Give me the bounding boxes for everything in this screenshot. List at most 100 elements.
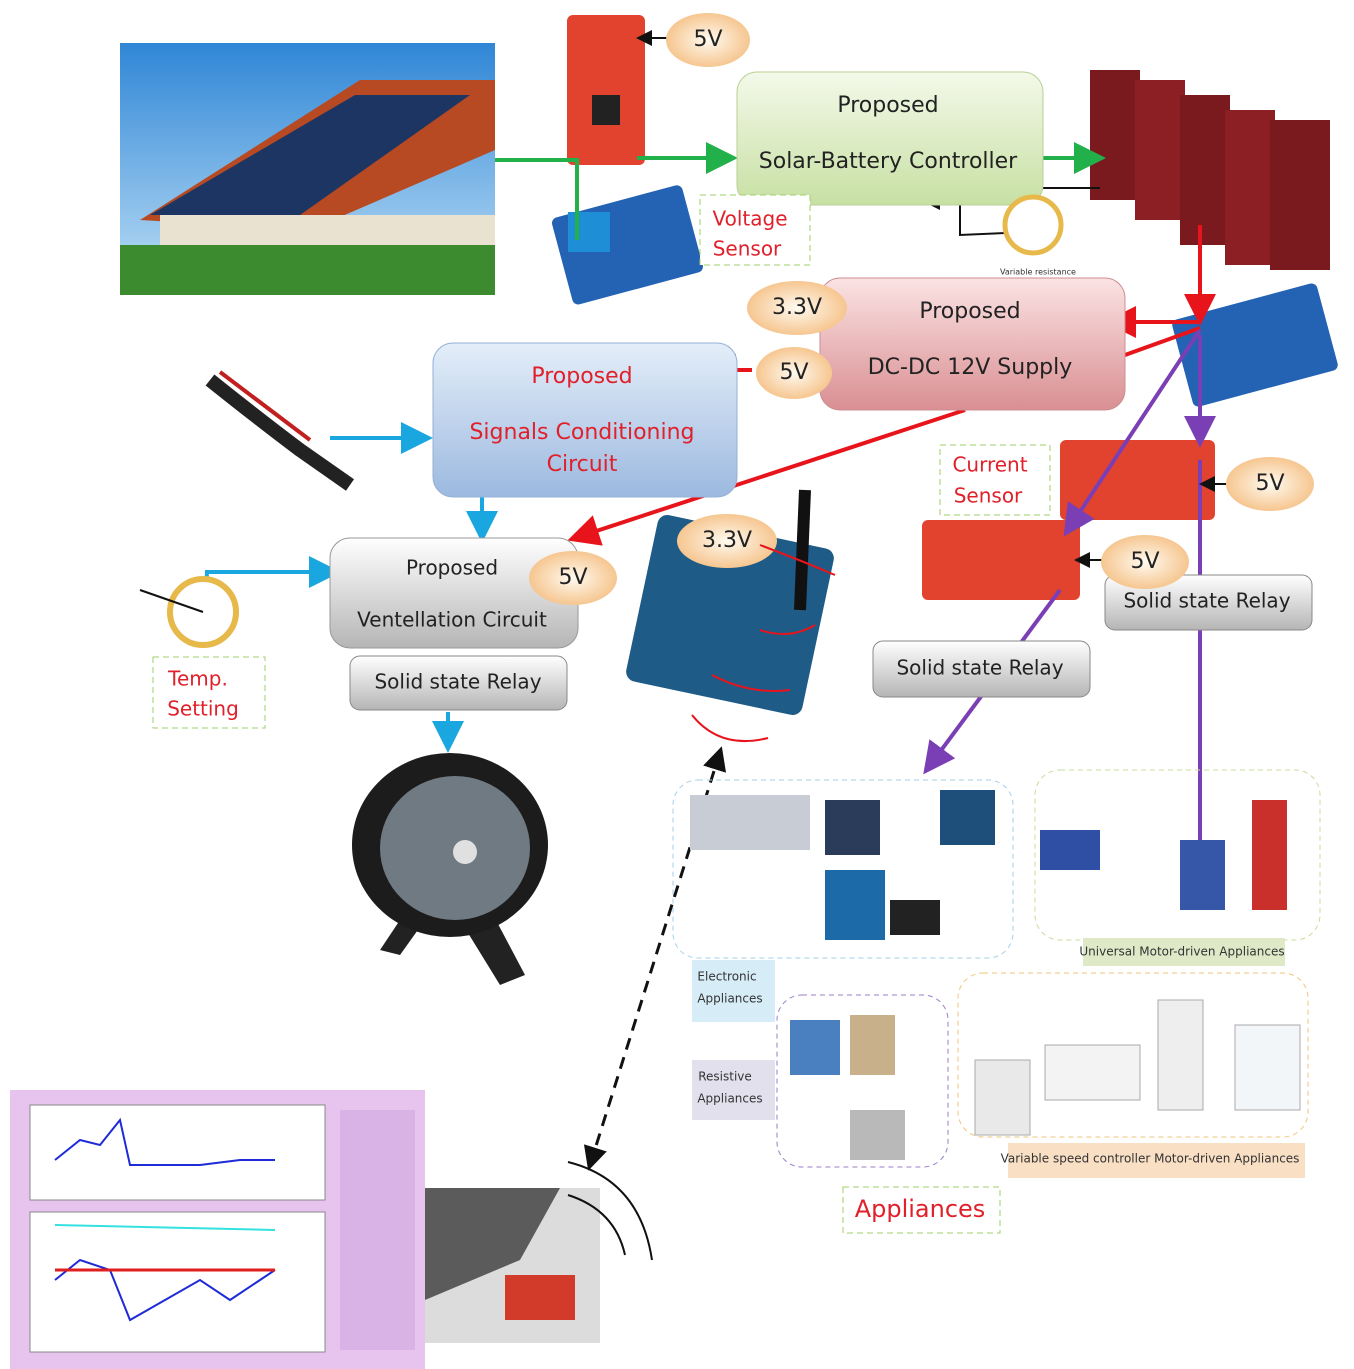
callout-box (692, 1060, 775, 1120)
block-text: DC-DC 12V Supply (868, 355, 1073, 380)
appliance-group (957, 972, 1309, 1138)
appliance-group (672, 779, 1014, 959)
supply-block (819, 277, 1126, 411)
cable (218, 370, 312, 442)
conditioning-block (432, 342, 738, 498)
group-label: Appliances (697, 992, 762, 1006)
relay-block (872, 640, 1091, 698)
wire (139, 589, 204, 613)
sensor-label: Current (952, 453, 1027, 477)
appliance-image (790, 1020, 840, 1075)
controller-block (736, 71, 1044, 206)
callout-box (1008, 1143, 1305, 1178)
appliance-group (776, 994, 949, 1168)
appliance-image (1157, 999, 1204, 1111)
appliance-image (940, 790, 995, 845)
sensor-label: Voltage (712, 207, 787, 231)
temp-sensor (205, 374, 355, 491)
sensor-label: Sensor (954, 484, 1023, 508)
sensor-board (1060, 440, 1215, 520)
block-text: Proposed (837, 93, 938, 118)
voltage-text: 3.3V (772, 295, 822, 320)
voltage-bubble (677, 514, 777, 568)
relay-block (349, 655, 568, 711)
chip (592, 95, 620, 125)
arrow (567, 408, 966, 546)
voltage-text: 5V (693, 27, 722, 52)
caption: Variable resistance (1000, 268, 1076, 277)
voltage-bubble (756, 347, 832, 399)
appliance-image (850, 1015, 895, 1075)
arrow (495, 158, 579, 240)
antenna (794, 489, 811, 611)
laptop-image (425, 1161, 653, 1343)
appliance-image (690, 795, 810, 850)
voltage-bubble (1226, 457, 1314, 511)
voltage-bubble (747, 281, 847, 335)
arrow (1124, 326, 1201, 357)
appliance-image (974, 1059, 1031, 1136)
voltage-text: 3.3V (702, 528, 752, 553)
voltage-sensor-board (1172, 283, 1338, 407)
wireless-link (583, 746, 727, 1171)
group-label: Appliances (697, 1092, 762, 1106)
battery-bank (1090, 70, 1330, 270)
fan-image (352, 753, 548, 985)
voltage-bubble (1101, 535, 1189, 589)
appliance-image (1180, 840, 1225, 910)
group-label: Electronic (697, 970, 756, 984)
block-text: Proposed (531, 364, 632, 389)
callout-box (692, 960, 775, 1022)
block-text: Circuit (547, 452, 618, 477)
label-box (939, 444, 1051, 516)
appliances-label: Appliances (855, 1195, 986, 1223)
group-label: Universal Motor-driven Appliances (1079, 945, 1284, 959)
appliance-image (890, 900, 940, 935)
voltage-text: 5V (1255, 471, 1284, 496)
relay-text: Solid state Relay (896, 656, 1063, 680)
sensor-board (567, 15, 645, 165)
arrow (1063, 328, 1202, 537)
block-text: Ventellation Circuit (357, 608, 547, 632)
xbee-module (626, 515, 834, 715)
voltage-text: 5V (779, 360, 808, 385)
block-text: Proposed (919, 299, 1020, 324)
terminal (568, 212, 610, 252)
variable-resistor (1002, 194, 1064, 256)
appliance-image (1234, 1024, 1301, 1111)
block-text: Signals Conditioning (469, 420, 694, 445)
voltage-bubble (529, 551, 617, 605)
group-label: Variable speed controller Motor-driven A… (1001, 1152, 1300, 1166)
appliance-image (1252, 800, 1287, 910)
callout-box (1083, 938, 1285, 966)
sensor-label: Sensor (713, 237, 782, 261)
signal-arc (711, 674, 791, 692)
label-box (152, 656, 266, 729)
appliance-image (850, 1110, 905, 1160)
voltage-bubbles: 5V 3.3V 5V 5V (529, 13, 847, 605)
solar-house-image (120, 43, 495, 295)
voltage-text: 5V (558, 565, 587, 590)
block-text: Proposed (406, 556, 498, 580)
signal-arc (759, 624, 816, 635)
label-box (699, 194, 811, 266)
gui-screenshot (10, 1090, 425, 1369)
voltage-text: 5V (1130, 549, 1159, 574)
voltage-bubble (666, 13, 750, 67)
sensor-board (922, 520, 1080, 600)
relay-text: Solid state Relay (374, 670, 541, 694)
appliance-image (1044, 1044, 1141, 1101)
label-box (842, 1186, 1001, 1234)
appliance-image (825, 870, 885, 940)
signal-arc (691, 714, 769, 742)
group-label: Resistive (698, 1070, 752, 1084)
relay-block (1104, 574, 1313, 631)
block-text: Solar-Battery Controller (759, 149, 1018, 174)
appliance-image (825, 800, 880, 855)
appliance-image (1040, 830, 1100, 870)
signal-arc (759, 544, 836, 576)
sensor-label: Setting (167, 697, 239, 721)
relay-text: Solid state Relay (1123, 589, 1290, 613)
sensor-label: Temp. (167, 667, 228, 691)
